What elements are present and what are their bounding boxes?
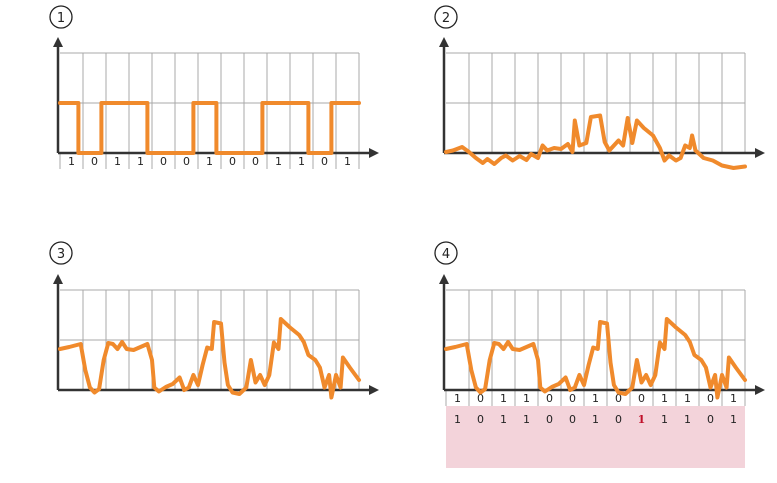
panel-number: 4 — [442, 247, 450, 262]
bit-label: 0 — [477, 392, 484, 405]
bit-label: 1 — [114, 155, 121, 168]
decoded-bit: 0 — [477, 413, 484, 426]
bit-label: 1 — [298, 155, 305, 168]
decoded-bit: 1 — [592, 413, 599, 426]
decoded-bit: 0 — [569, 413, 576, 426]
decoded-bit: 0 — [546, 413, 553, 426]
decoded-bit-row: 1 0 1 1 0 0 1 0 1 1 1 0 1 — [454, 413, 737, 426]
panel-2-noise-signal: 2 — [434, 5, 765, 170]
panel-3-noisy-signal: 3 — [49, 241, 379, 400]
panel-number-circle — [49, 5, 73, 29]
decoded-bit: 1 — [454, 413, 461, 426]
bit-label: 1 — [137, 155, 144, 168]
x-axis-arrowhead — [755, 385, 765, 395]
x-axis-arrowhead — [369, 385, 379, 395]
decoded-bit: 1 — [684, 413, 691, 426]
bit-label: 0 — [546, 392, 553, 405]
bit-label: 1 — [684, 392, 691, 405]
bit-label: 1 — [500, 392, 507, 405]
y-axis-arrowhead — [439, 274, 449, 284]
bit-label: 1 — [592, 392, 599, 405]
panel-number: 1 — [57, 11, 65, 26]
signal-line — [444, 317, 747, 400]
panel-number-circle — [49, 241, 73, 265]
x-axis-arrowhead — [755, 148, 765, 158]
decoded-bit: 1 — [661, 413, 668, 426]
bit-label: 1 — [275, 155, 282, 168]
bit-label: 0 — [321, 155, 328, 168]
decoded-bit: 1 — [730, 413, 737, 426]
decoded-bit-error: 1 — [638, 413, 646, 426]
bit-label: 0 — [91, 155, 98, 168]
panel-number: 3 — [57, 247, 65, 262]
y-axis-arrowhead — [53, 37, 63, 47]
bit-label: 0 — [707, 392, 714, 405]
signal-line — [444, 113, 747, 170]
bit-label: 1 — [523, 392, 530, 405]
bit-label: 1 — [661, 392, 668, 405]
decoded-bit: 0 — [707, 413, 714, 426]
decoded-bit: 0 — [615, 413, 622, 426]
bit-label: 0 — [252, 155, 259, 168]
bit-label: 1 — [454, 392, 461, 405]
bit-label: 1 — [68, 155, 75, 168]
bit-label-row: 1 0 1 1 0 0 1 0 0 1 1 0 1 — [59, 153, 360, 169]
y-axis-arrowhead — [53, 274, 63, 284]
bit-label-row: 1 0 1 1 0 0 1 0 0 1 1 0 1 — [445, 390, 746, 406]
decoded-bits-band — [446, 406, 745, 468]
panel-number-circle — [434, 5, 458, 29]
bit-label: 0 — [229, 155, 236, 168]
panel-4-decoded-signal: 4 1 0 1 1 0 0 1 0 0 1 1 0 1 1 0 1 1 0 0 1 0 1 1 1 0 1 — [434, 241, 765, 468]
grid — [60, 289, 360, 390]
y-axis-arrowhead — [439, 37, 449, 47]
panel-number-circle — [434, 241, 458, 265]
bit-label: 0 — [569, 392, 576, 405]
bit-label: 1 — [206, 155, 213, 168]
panel-1-original-signal: 1 1 0 1 1 0 0 1 0 0 1 1 0 1 — [49, 5, 379, 169]
signal-line — [58, 317, 361, 400]
panel-number: 2 — [442, 11, 450, 26]
bit-label: 0 — [638, 392, 645, 405]
bit-label: 0 — [183, 155, 190, 168]
bit-label: 0 — [160, 155, 167, 168]
bit-label: 1 — [730, 392, 737, 405]
decoded-bit: 1 — [500, 413, 507, 426]
grid — [446, 289, 746, 390]
grid — [446, 52, 746, 153]
signal-line — [58, 101, 361, 155]
decoded-bit: 1 — [523, 413, 530, 426]
bit-label: 1 — [344, 155, 351, 168]
bit-label: 0 — [615, 392, 622, 405]
x-axis-arrowhead — [369, 148, 379, 158]
